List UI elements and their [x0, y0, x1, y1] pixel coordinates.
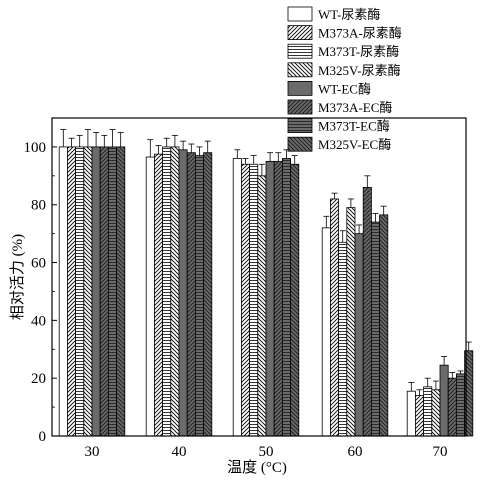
legend-label: M373A-尿素酶 — [318, 26, 402, 41]
bar — [186, 152, 196, 437]
bar — [321, 227, 331, 437]
bar — [379, 214, 389, 437]
legend-swatch — [287, 81, 313, 96]
bar — [162, 146, 172, 437]
bar — [58, 146, 68, 437]
bar — [203, 152, 213, 437]
legend-swatch — [287, 6, 313, 22]
bar — [290, 163, 300, 437]
x-tick-label: 30 — [85, 444, 100, 460]
y-tick-label: 100 — [24, 140, 47, 156]
x-tick-label: 40 — [172, 444, 187, 460]
bar — [414, 395, 424, 437]
bar — [455, 373, 465, 437]
bar — [108, 146, 118, 437]
legend-swatch — [287, 43, 313, 59]
y-tick-label: 80 — [31, 198, 46, 214]
legend-label: M373T-EC酶 — [318, 119, 390, 134]
legend-swatch — [287, 118, 313, 133]
bar — [178, 149, 188, 437]
bar — [83, 146, 93, 437]
bar — [354, 233, 364, 437]
x-tick-label: 60 — [348, 444, 363, 460]
bar — [406, 390, 416, 437]
y-tick-label: 40 — [31, 313, 46, 329]
x-axis-title: 温度 (°C) — [227, 459, 287, 476]
legend-swatch — [287, 99, 313, 115]
y-axis: 0 20 40 60 80 100 — [24, 140, 57, 445]
legend-swatch — [287, 62, 313, 78]
bar — [362, 186, 372, 437]
bar — [273, 160, 283, 437]
legend-label: M373T-尿素酶 — [318, 44, 399, 59]
bar — [116, 146, 126, 437]
legend-label: M325V-尿素酶 — [318, 63, 401, 78]
error-bars-layer — [60, 129, 472, 396]
bar — [423, 386, 433, 437]
legend-swatch — [287, 136, 313, 152]
legend: WT-尿素酶 M373A-尿素酶 M373T-尿素酶 M325V-尿素酶 WT-EC酶 M… — [287, 6, 402, 152]
legend-label: WT-尿素酶 — [318, 7, 380, 22]
bar — [281, 158, 291, 437]
legend-label: M373A-EC酶 — [318, 100, 392, 115]
bar — [153, 153, 163, 437]
bar — [338, 241, 348, 437]
bar — [329, 198, 339, 437]
bar — [249, 163, 259, 437]
bar — [99, 146, 109, 437]
bar — [240, 163, 250, 437]
bar — [91, 146, 101, 437]
y-tick-label: 60 — [31, 256, 46, 272]
legend-swatch — [287, 25, 313, 41]
bar — [145, 156, 155, 437]
bar — [232, 158, 242, 437]
legend-label: M325V-EC酶 — [318, 137, 391, 152]
bar — [75, 146, 85, 437]
bar — [439, 364, 449, 437]
bar — [257, 175, 267, 437]
bar — [447, 377, 457, 437]
bar — [170, 146, 180, 437]
plot-frame — [51, 117, 467, 437]
y-tick-label: 0 — [39, 429, 47, 445]
bar — [370, 221, 380, 437]
bar — [346, 207, 356, 437]
bar — [265, 160, 275, 437]
x-tick-label: 50 — [259, 444, 274, 460]
x-axis: 30 40 50 60 70 — [85, 431, 448, 460]
bar — [431, 389, 441, 437]
y-axis-title: 相对活力 (%) — [9, 234, 26, 320]
x-tick-label: 70 — [433, 444, 448, 460]
bars-layer — [58, 146, 474, 437]
bar — [194, 155, 204, 437]
y-tick-label: 20 — [31, 371, 46, 387]
bar — [67, 146, 77, 437]
legend-label: WT-EC酶 — [318, 81, 371, 96]
